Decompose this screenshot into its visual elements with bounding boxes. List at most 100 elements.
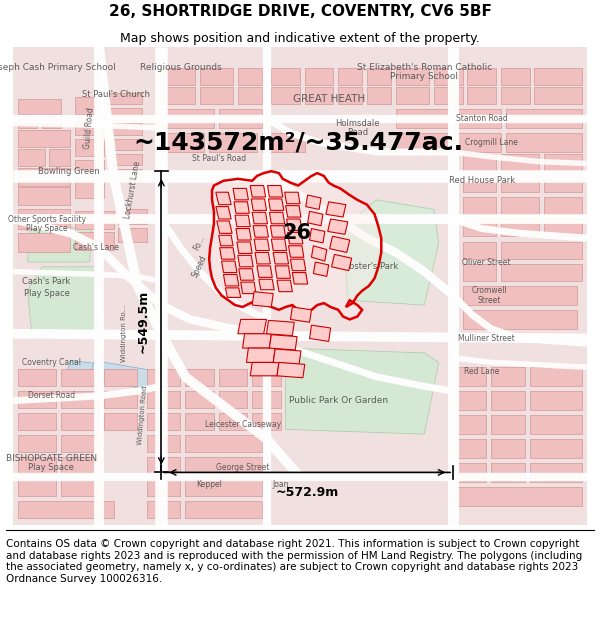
Bar — [530, 415, 582, 434]
Bar — [18, 188, 70, 204]
Text: Dorset Road: Dorset Road — [28, 391, 75, 401]
Polygon shape — [216, 192, 231, 204]
Bar — [18, 168, 70, 186]
Bar — [61, 413, 99, 431]
Polygon shape — [286, 348, 439, 434]
Polygon shape — [238, 319, 266, 334]
Bar — [252, 413, 281, 431]
Text: Cromwell: Cromwell — [472, 286, 507, 295]
Polygon shape — [311, 246, 327, 261]
Polygon shape — [271, 239, 287, 251]
Text: Coventry Canal: Coventry Canal — [22, 358, 81, 367]
Polygon shape — [266, 321, 294, 336]
Polygon shape — [28, 227, 92, 262]
Bar — [18, 130, 70, 148]
Polygon shape — [289, 246, 304, 258]
Bar — [453, 368, 487, 386]
Polygon shape — [277, 280, 292, 292]
Text: Holmsdale: Holmsdale — [335, 119, 380, 128]
Bar — [185, 457, 262, 474]
Polygon shape — [268, 199, 284, 211]
Polygon shape — [273, 349, 301, 364]
Bar — [434, 68, 463, 85]
Bar — [501, 175, 539, 192]
Bar — [219, 369, 247, 386]
Bar — [219, 391, 247, 408]
Bar — [147, 391, 181, 408]
Text: Red House Park: Red House Park — [449, 176, 515, 185]
Bar — [209, 133, 257, 152]
Text: Cash's Park: Cash's Park — [22, 277, 71, 286]
Bar — [104, 391, 137, 408]
Bar — [463, 154, 496, 171]
Bar — [453, 391, 487, 410]
Polygon shape — [66, 361, 128, 384]
Bar — [463, 219, 496, 236]
Text: Other Sports Facility: Other Sports Facility — [8, 214, 86, 224]
Polygon shape — [332, 254, 352, 271]
Polygon shape — [239, 269, 254, 280]
Polygon shape — [241, 282, 256, 294]
Bar — [200, 68, 233, 85]
Bar — [395, 133, 448, 152]
Bar — [453, 415, 487, 434]
Polygon shape — [237, 242, 252, 253]
Text: Play Space: Play Space — [26, 224, 67, 233]
Polygon shape — [250, 186, 266, 197]
Bar — [501, 87, 530, 104]
Bar — [61, 369, 99, 386]
Text: GREAT HEATH: GREAT HEATH — [293, 94, 365, 104]
Bar — [18, 99, 61, 114]
Polygon shape — [259, 279, 274, 290]
Bar — [157, 87, 195, 104]
Bar — [544, 197, 582, 214]
Bar — [185, 369, 214, 386]
Bar — [61, 479, 99, 496]
Bar — [338, 68, 362, 85]
Polygon shape — [242, 334, 271, 348]
Bar — [238, 68, 262, 85]
Bar — [367, 87, 391, 104]
Bar — [147, 435, 181, 452]
Bar — [18, 233, 70, 253]
Text: Widdington Ro...: Widdington Ro... — [121, 305, 127, 362]
Text: ~549.5m: ~549.5m — [137, 290, 150, 353]
Text: ~572.9m: ~572.9m — [275, 486, 339, 499]
Bar — [75, 160, 104, 177]
Polygon shape — [273, 253, 289, 264]
Polygon shape — [235, 215, 250, 227]
Text: Keppel: Keppel — [196, 481, 222, 489]
Text: Primary School: Primary School — [391, 72, 458, 81]
Bar — [544, 175, 582, 192]
Polygon shape — [275, 266, 290, 278]
Bar — [157, 133, 205, 152]
Bar — [367, 68, 391, 85]
Polygon shape — [313, 262, 329, 276]
Bar — [75, 97, 104, 114]
Bar — [118, 228, 147, 242]
Bar — [534, 68, 582, 85]
Text: Guild Road: Guild Road — [83, 107, 96, 149]
Bar — [544, 154, 582, 171]
Polygon shape — [328, 219, 348, 234]
Bar — [491, 439, 525, 458]
Polygon shape — [252, 292, 273, 307]
Text: ~143572m²/~35.477ac.: ~143572m²/~35.477ac. — [133, 131, 463, 154]
Bar — [530, 463, 582, 482]
Polygon shape — [250, 362, 279, 376]
Text: Bowling Green: Bowling Green — [38, 167, 100, 176]
Text: Contains OS data © Crown copyright and database right 2021. This information is : Contains OS data © Crown copyright and d… — [6, 539, 582, 584]
Text: Crogmill Lane: Crogmill Lane — [465, 138, 518, 147]
Bar — [104, 413, 137, 431]
Polygon shape — [247, 348, 275, 362]
Bar — [75, 139, 104, 156]
Text: BISHOPGATE GREEN: BISHOPGATE GREEN — [6, 454, 97, 462]
Bar — [185, 435, 262, 452]
Bar — [18, 413, 56, 431]
Bar — [18, 391, 56, 408]
Bar — [219, 413, 247, 431]
Bar — [463, 175, 496, 192]
Bar — [49, 149, 70, 166]
Polygon shape — [290, 259, 306, 271]
Bar — [109, 169, 142, 181]
